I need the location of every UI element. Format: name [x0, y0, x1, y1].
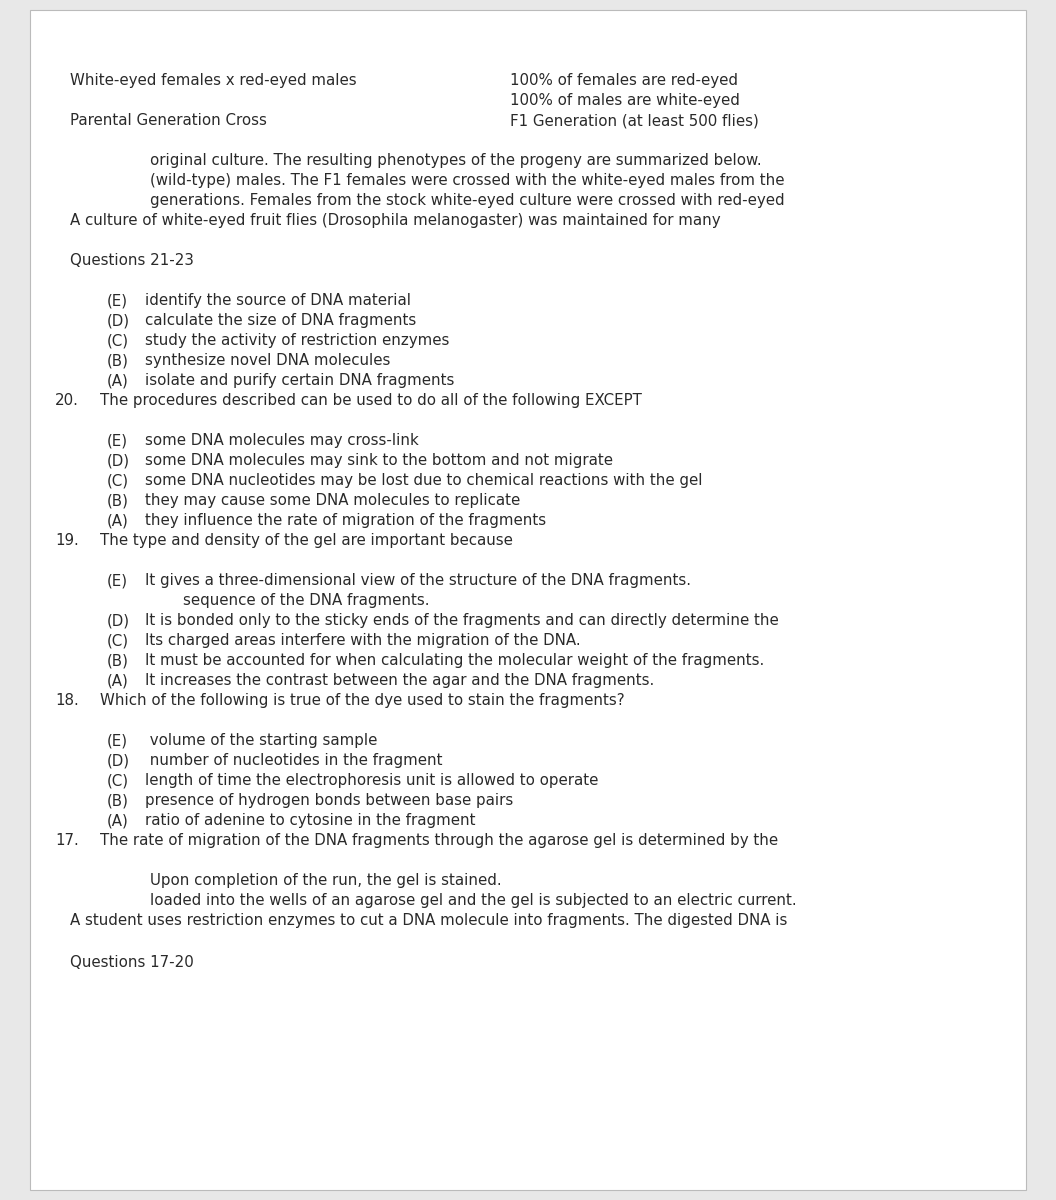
- Text: 19.: 19.: [55, 533, 79, 548]
- Text: (E): (E): [107, 293, 128, 308]
- Text: (B): (B): [107, 353, 129, 368]
- Text: loaded into the wells of an agarose gel and the gel is subjected to an electric : loaded into the wells of an agarose gel …: [150, 893, 796, 908]
- Text: A culture of white-eyed fruit flies (Drosophila melanogaster) was maintained for: A culture of white-eyed fruit flies (Dro…: [70, 214, 720, 228]
- Text: (D): (D): [107, 452, 130, 468]
- Text: 100% of males are white-eyed: 100% of males are white-eyed: [510, 92, 740, 108]
- Text: some DNA molecules may cross-link: some DNA molecules may cross-link: [145, 433, 419, 448]
- Text: some DNA molecules may sink to the bottom and not migrate: some DNA molecules may sink to the botto…: [145, 452, 612, 468]
- Text: The type and density of the gel are important because: The type and density of the gel are impo…: [100, 533, 513, 548]
- Text: isolate and purify certain DNA fragments: isolate and purify certain DNA fragments: [145, 373, 454, 388]
- Text: The procedures described can be used to do all of the following EXCEPT: The procedures described can be used to …: [100, 392, 642, 408]
- Text: (C): (C): [107, 773, 129, 788]
- Text: (E): (E): [107, 733, 128, 748]
- Text: The rate of migration of the DNA fragments through the agarose gel is determined: The rate of migration of the DNA fragmen…: [100, 833, 778, 848]
- Text: It increases the contrast between the agar and the DNA fragments.: It increases the contrast between the ag…: [145, 673, 655, 688]
- Text: ratio of adenine to cytosine in the fragment: ratio of adenine to cytosine in the frag…: [145, 814, 475, 828]
- Text: (wild-type) males. The F1 females were crossed with the white-eyed males from th: (wild-type) males. The F1 females were c…: [150, 173, 785, 188]
- Text: calculate the size of DNA fragments: calculate the size of DNA fragments: [145, 313, 416, 328]
- Text: Parental Generation Cross: Parental Generation Cross: [70, 113, 267, 128]
- Text: 100% of females are red-eyed: 100% of females are red-eyed: [510, 73, 738, 88]
- Text: (D): (D): [107, 754, 130, 768]
- Text: (A): (A): [107, 514, 129, 528]
- Text: 18.: 18.: [55, 692, 79, 708]
- Text: 20.: 20.: [55, 392, 79, 408]
- Text: identify the source of DNA material: identify the source of DNA material: [145, 293, 411, 308]
- Text: Questions 17-20: Questions 17-20: [70, 955, 193, 970]
- Text: Questions 21-23: Questions 21-23: [70, 253, 194, 268]
- Text: original culture. The resulting phenotypes of the progeny are summarized below.: original culture. The resulting phenotyp…: [150, 152, 761, 168]
- Text: (D): (D): [107, 313, 130, 328]
- Text: (B): (B): [107, 653, 129, 668]
- Text: presence of hydrogen bonds between base pairs: presence of hydrogen bonds between base …: [145, 793, 513, 808]
- Text: (E): (E): [107, 433, 128, 448]
- Text: some DNA nucleotides may be lost due to chemical reactions with the gel: some DNA nucleotides may be lost due to …: [145, 473, 702, 488]
- Text: generations. Females from the stock white-eyed culture were crossed with red-eye: generations. Females from the stock whit…: [150, 193, 785, 208]
- Text: (A): (A): [107, 373, 129, 388]
- Text: (E): (E): [107, 572, 128, 588]
- Text: (B): (B): [107, 493, 129, 508]
- Text: White-eyed females x red-eyed males: White-eyed females x red-eyed males: [70, 73, 357, 88]
- Text: Which of the following is true of the dye used to stain the fragments?: Which of the following is true of the dy…: [100, 692, 625, 708]
- Text: they may cause some DNA molecules to replicate: they may cause some DNA molecules to rep…: [145, 493, 521, 508]
- Text: sequence of the DNA fragments.: sequence of the DNA fragments.: [183, 593, 430, 608]
- Text: It is bonded only to the sticky ends of the fragments and can directly determine: It is bonded only to the sticky ends of …: [145, 613, 778, 628]
- Text: (D): (D): [107, 613, 130, 628]
- Text: F1 Generation (at least 500 flies): F1 Generation (at least 500 flies): [510, 113, 759, 128]
- Text: It must be accounted for when calculating the molecular weight of the fragments.: It must be accounted for when calculatin…: [145, 653, 765, 668]
- Text: (C): (C): [107, 473, 129, 488]
- Text: (C): (C): [107, 332, 129, 348]
- Text: Upon completion of the run, the gel is stained.: Upon completion of the run, the gel is s…: [150, 874, 502, 888]
- Text: (A): (A): [107, 673, 129, 688]
- Text: 17.: 17.: [55, 833, 79, 848]
- Text: It gives a three-dimensional view of the structure of the DNA fragments.: It gives a three-dimensional view of the…: [145, 572, 691, 588]
- Text: (A): (A): [107, 814, 129, 828]
- Text: length of time the electrophoresis unit is allowed to operate: length of time the electrophoresis unit …: [145, 773, 599, 788]
- Text: (C): (C): [107, 634, 129, 648]
- Text: volume of the starting sample: volume of the starting sample: [145, 733, 377, 748]
- Text: synthesize novel DNA molecules: synthesize novel DNA molecules: [145, 353, 391, 368]
- Text: A student uses restriction enzymes to cut a DNA molecule into fragments. The dig: A student uses restriction enzymes to cu…: [70, 913, 788, 928]
- Text: study the activity of restriction enzymes: study the activity of restriction enzyme…: [145, 332, 450, 348]
- Text: number of nucleotides in the fragment: number of nucleotides in the fragment: [145, 754, 442, 768]
- Text: (B): (B): [107, 793, 129, 808]
- Text: they influence the rate of migration of the fragments: they influence the rate of migration of …: [145, 514, 546, 528]
- Text: Its charged areas interfere with the migration of the DNA.: Its charged areas interfere with the mig…: [145, 634, 581, 648]
